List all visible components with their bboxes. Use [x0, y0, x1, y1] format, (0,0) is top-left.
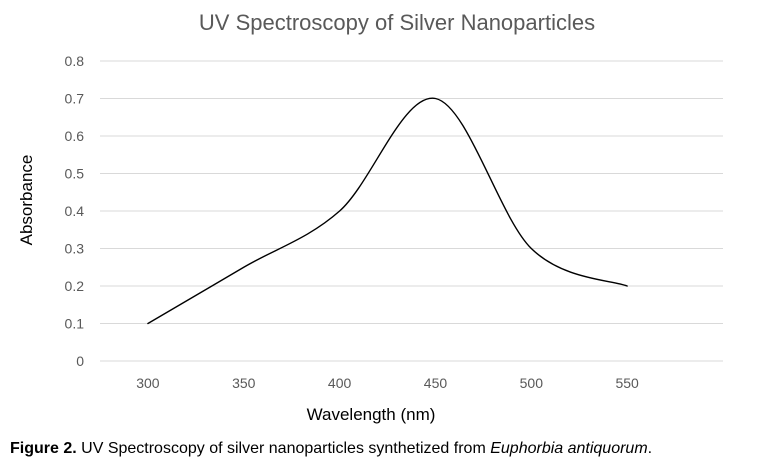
- y-tick-label: 0.3: [65, 241, 85, 257]
- x-tick-labels: 300 350 400 450 500 550: [136, 375, 639, 391]
- figure-caption: Figure 2. UV Spectroscopy of silver nano…: [10, 440, 652, 458]
- uv-spectroscopy-chart: UV Spectroscopy of Silver Nanoparticles …: [17, 10, 723, 424]
- y-tick-label: 0.6: [65, 128, 85, 144]
- series-group: [147, 97, 628, 325]
- y-axis-title: Absorbance: [17, 155, 36, 246]
- y-tick-label: 0: [76, 353, 84, 369]
- x-tick-label: 550: [615, 375, 639, 391]
- caption-species: Euphorbia antiquorum: [490, 440, 648, 457]
- caption-end: .: [647, 440, 653, 457]
- y-tick-label: 0.2: [65, 278, 85, 294]
- absorbance-series-line: [147, 97, 628, 325]
- caption-text: UV Spectroscopy of silver nanoparticles …: [81, 440, 486, 457]
- caption-label: Figure 2.: [10, 440, 77, 457]
- x-tick-label: 500: [520, 375, 544, 391]
- y-tick-label: 0.4: [65, 203, 85, 219]
- chart-title: UV Spectroscopy of Silver Nanoparticles: [199, 10, 595, 35]
- y-tick-label: 0.8: [65, 53, 85, 69]
- y-tick-label: 0.7: [65, 91, 85, 107]
- y-tick-label: 0.1: [65, 316, 85, 332]
- x-axis-title: Wavelength (nm): [307, 405, 436, 424]
- y-tick-label: 0.5: [65, 166, 85, 182]
- y-tick-labels: 0 0.1 0.2 0.3 0.4 0.5 0.6 0.7 0.8: [65, 53, 85, 369]
- x-tick-label: 450: [424, 375, 448, 391]
- x-tick-label: 400: [328, 375, 352, 391]
- x-tick-label: 300: [136, 375, 160, 391]
- x-tick-label: 350: [232, 375, 256, 391]
- gridlines: [100, 60, 723, 362]
